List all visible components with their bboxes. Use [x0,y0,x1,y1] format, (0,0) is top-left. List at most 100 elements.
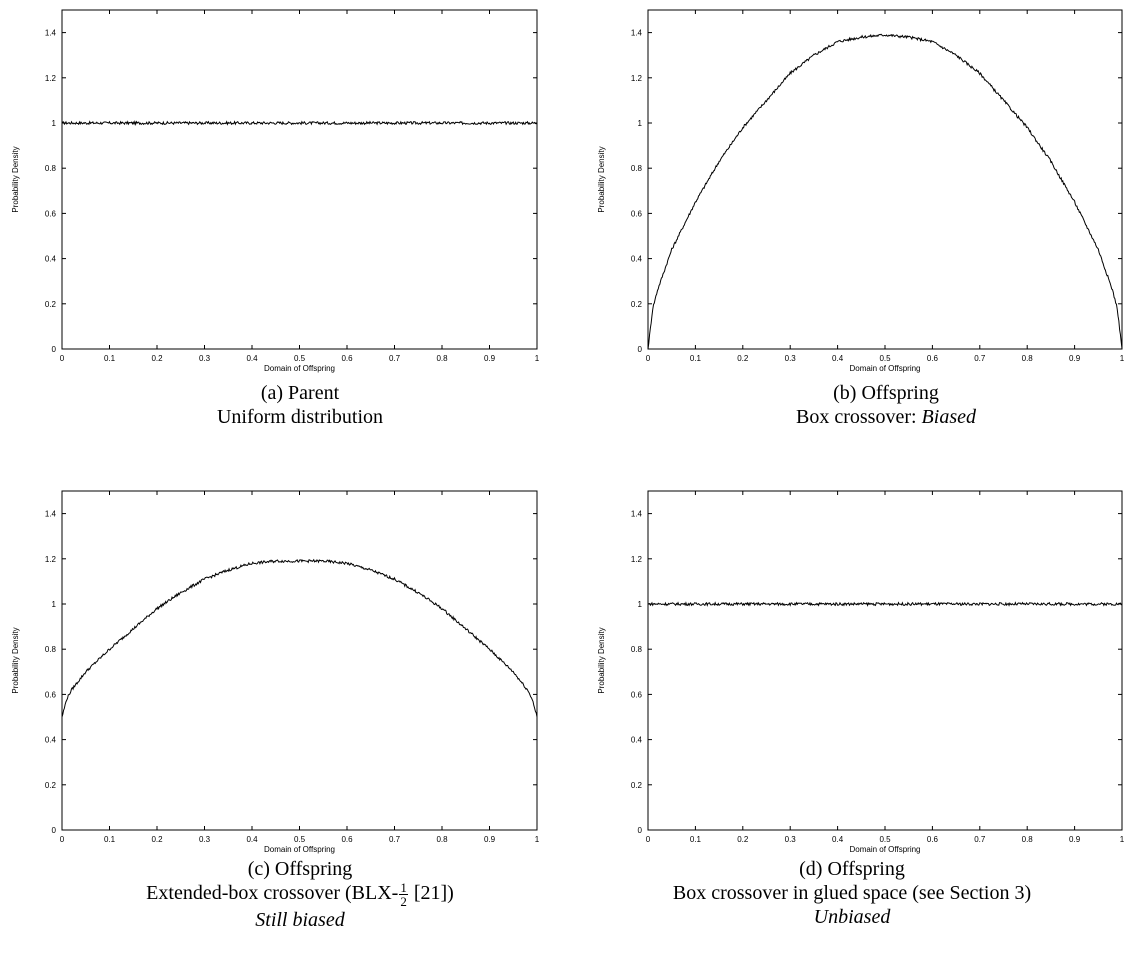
y-tick-label: 0.6 [45,690,57,699]
x-tick-label: 0.8 [1022,354,1034,363]
x-tick-label: 0 [646,354,651,363]
chart-c: 0 0.1 0.2 0.3 0.4 0.5 0.6 0.7 0.8 0.9 1 0 0.2 0.4 0.6 0… [11,490,540,854]
caption-c-label: (c) Offspring [247,858,353,880]
y-tick-label: 0.8 [45,164,57,173]
caption-c-fraction-numerator: 1 [399,880,408,895]
y-tick-label: 1 [638,119,643,128]
x-tick-label: 0.7 [389,835,401,844]
y-tick-label: 0.8 [631,164,643,173]
x-tick-label: 0.9 [1069,354,1081,363]
caption-d-verdict: Unbiased [813,906,891,928]
x-tick-label: 0.7 [974,835,986,844]
caption-d-label: (d) Offspring [799,858,905,880]
plot-frame [647,9,1123,350]
chart-b: 0 0.1 0.2 0.3 0.4 0.5 0.6 0.7 0.8 0.9 1 0 0.2 0.4 0.6 0… [597,9,1125,373]
caption-a-label: (a) Parent [260,382,340,404]
caption-c-description: Extended-box crossover (BLX- 1 2 [21]) [0,881,600,908]
y-tick-label: 0.8 [631,645,643,654]
caption-c-verdict: Still biased [255,909,345,931]
caption-b-label: (b) Offspring [833,382,939,404]
y-tick-label: 0 [52,826,57,835]
caption-c-fraction-denominator: 2 [400,894,407,909]
x-tick-label: 0 [646,835,651,844]
y-tick-label: 0.4 [45,255,57,264]
x-tick-label: 1 [1120,835,1125,844]
x-tick-label: 0.5 [294,354,306,363]
x-tick-label: 0.3 [785,354,797,363]
x-tick-label: 0.7 [974,354,986,363]
plot-frame [647,490,1123,831]
x-axis-label: Domain of Offspring [850,364,921,373]
x-tick-label: 0.4 [246,354,258,363]
y-tick-label: 1.4 [45,510,57,519]
y-tick-label: 0.6 [631,209,643,218]
x-tick-label: 0.8 [436,835,448,844]
x-tick-label: 1 [535,354,540,363]
chart-panel-d: 0 0.1 0.2 0.3 0.4 0.5 0.6 0.7 0.8 0.9 1 0 0.2 0.4 0.6 0… [586,476,1129,962]
x-tick-label: 0.7 [389,354,401,363]
y-axis-label: Probability Density [11,627,20,693]
y-tick-label: 1.4 [45,29,57,38]
caption-b-description: Box crossover: Biased [586,405,1129,429]
x-tick-label: 0.6 [341,354,353,363]
x-tick-label: 0.4 [832,354,844,363]
y-tick-label: 0.4 [631,255,643,264]
x-tick-label: 0.2 [151,354,163,363]
y-tick-label: 1.2 [631,74,643,83]
y-tick-label: 1.2 [45,74,57,83]
x-tick-label: 0.5 [879,835,891,844]
x-tick-label: 0.4 [832,835,844,844]
y-tick-label: 0 [52,345,57,354]
x-tick-label: 0.3 [199,354,211,363]
x-tick-label: 0.3 [199,835,211,844]
x-tick-label: 0.1 [104,354,116,363]
y-tick-label: 0.6 [631,690,643,699]
x-tick-label: 0.2 [737,835,749,844]
chart-panel-b: 0 0.1 0.2 0.3 0.4 0.5 0.6 0.7 0.8 0.9 1 0 0.2 0.4 0.6 0… [586,0,1129,470]
caption-b-prefix: Box crossover: [796,406,922,428]
y-tick-label: 1.4 [631,510,643,519]
y-tick-label: 0 [638,345,643,354]
y-axis-label: Probability Density [597,146,606,212]
y-tick-label: 1.4 [631,29,643,38]
chart-panel-c: 0 0.1 0.2 0.3 0.4 0.5 0.6 0.7 0.8 0.9 1 0 0.2 0.4 0.6 0… [0,476,560,962]
x-tick-label: 0.9 [484,835,496,844]
y-tick-label: 0.2 [631,300,643,309]
density-line [61,558,538,718]
x-tick-label: 0.1 [690,354,702,363]
y-tick-label: 0.2 [45,781,57,790]
y-axis-label: Probability Density [11,146,20,212]
x-tick-label: 0.2 [151,835,163,844]
caption-a: (a) Parent Uniform distribution [0,381,600,429]
x-tick-label: 0.9 [1069,835,1081,844]
x-tick-label: 0.1 [690,835,702,844]
x-tick-label: 0.5 [294,835,306,844]
x-axis-label: Domain of Offspring [850,845,921,854]
x-tick-label: 0 [60,354,65,363]
density-line [61,120,538,126]
x-axis-label: Domain of Offspring [264,364,335,373]
y-tick-label: 1.2 [45,555,57,564]
density-line [647,601,1123,607]
caption-d-description: Box crossover in glued space (see Sectio… [672,882,1032,904]
x-tick-label: 0.3 [785,835,797,844]
x-tick-label: 0.1 [104,835,116,844]
x-tick-label: 0.2 [737,354,749,363]
density-line [647,33,1123,350]
y-tick-label: 0.2 [631,781,643,790]
y-tick-label: 1 [52,119,57,128]
y-tick-label: 0 [638,826,643,835]
x-tick-label: 0.4 [246,835,258,844]
x-tick-label: 0.6 [927,835,939,844]
x-tick-label: 0 [60,835,65,844]
caption-d: (d) Offspring Box crossover in glued spa… [552,857,1129,929]
caption-a-description: Uniform distribution [216,406,384,428]
y-tick-label: 1 [638,600,643,609]
y-tick-label: 1 [52,600,57,609]
y-tick-label: 0.4 [631,736,643,745]
x-tick-label: 0.6 [341,835,353,844]
x-tick-label: 0.8 [1022,835,1034,844]
x-tick-label: 0.6 [927,354,939,363]
x-axis-label: Domain of Offspring [264,845,335,854]
